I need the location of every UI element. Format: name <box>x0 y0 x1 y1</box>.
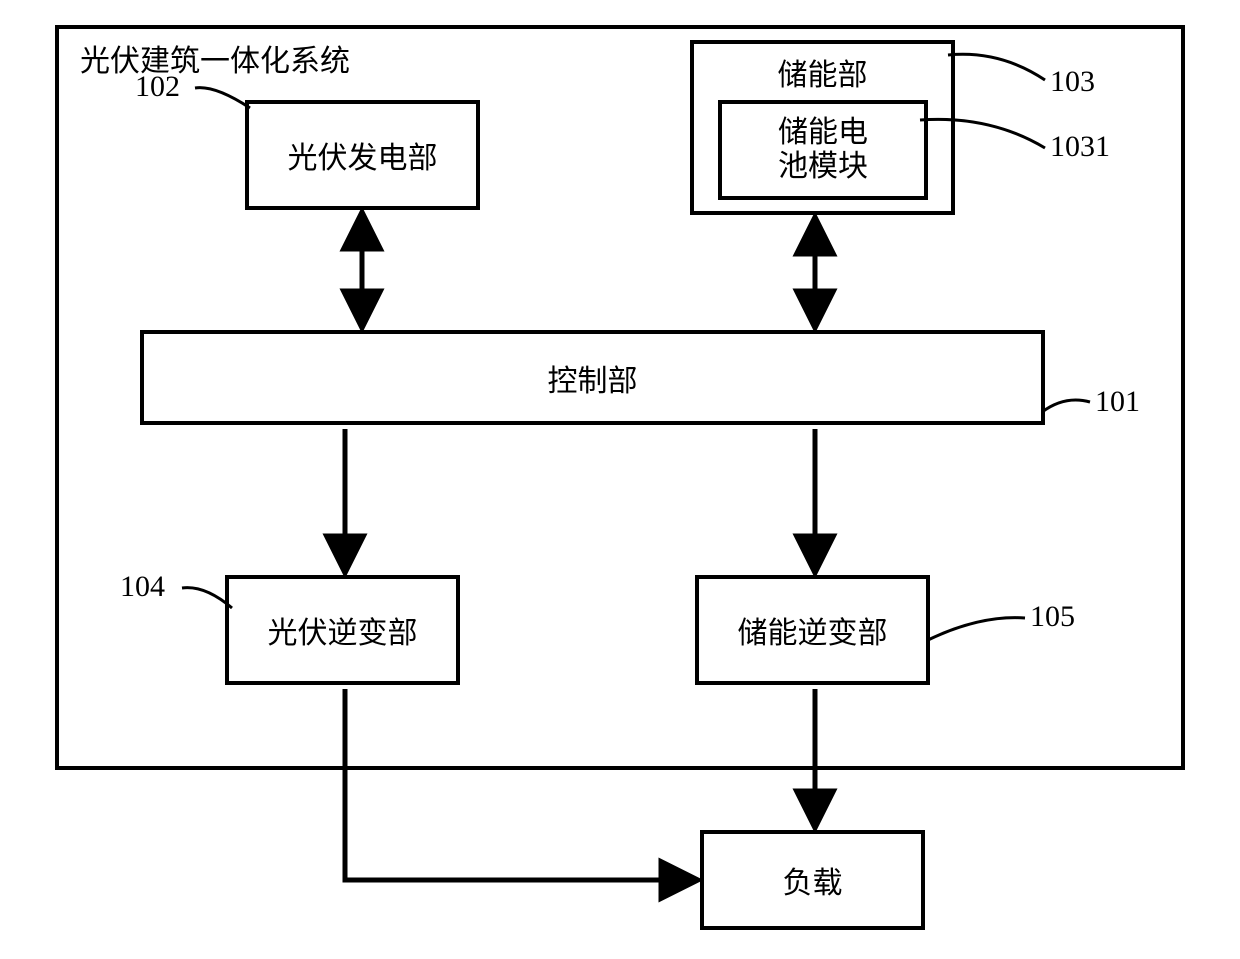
control-box: 控制部 <box>140 330 1045 425</box>
storage-inverter-box: 储能逆变部 <box>695 575 930 685</box>
ref-103: 103 <box>1050 65 1095 99</box>
ref-101: 101 <box>1095 385 1140 419</box>
ref-105: 105 <box>1030 600 1075 634</box>
pv-inverter-box: 光伏逆变部 <box>225 575 460 685</box>
ref-1031: 1031 <box>1050 130 1110 164</box>
system-title: 光伏建筑一体化系统 <box>80 36 350 80</box>
pv-generation-label: 光伏发电部 <box>288 133 438 177</box>
load-label: 负载 <box>783 858 843 902</box>
ref-104: 104 <box>120 570 165 604</box>
battery-module-label: 储能电 池模块 <box>778 116 868 185</box>
ref-102: 102 <box>135 70 180 104</box>
control-label: 控制部 <box>548 356 638 400</box>
pv-inverter-label: 光伏逆变部 <box>268 608 418 652</box>
diagram-canvas: 光伏建筑一体化系统 光伏发电部 储能部 储能电 池模块 控制部 光伏逆变部 储能… <box>0 0 1240 959</box>
battery-module-box: 储能电 池模块 <box>718 100 928 200</box>
storage-section-label: 储能部 <box>694 50 951 94</box>
storage-inverter-label: 储能逆变部 <box>738 608 888 652</box>
load-box: 负载 <box>700 830 925 930</box>
pv-generation-box: 光伏发电部 <box>245 100 480 210</box>
